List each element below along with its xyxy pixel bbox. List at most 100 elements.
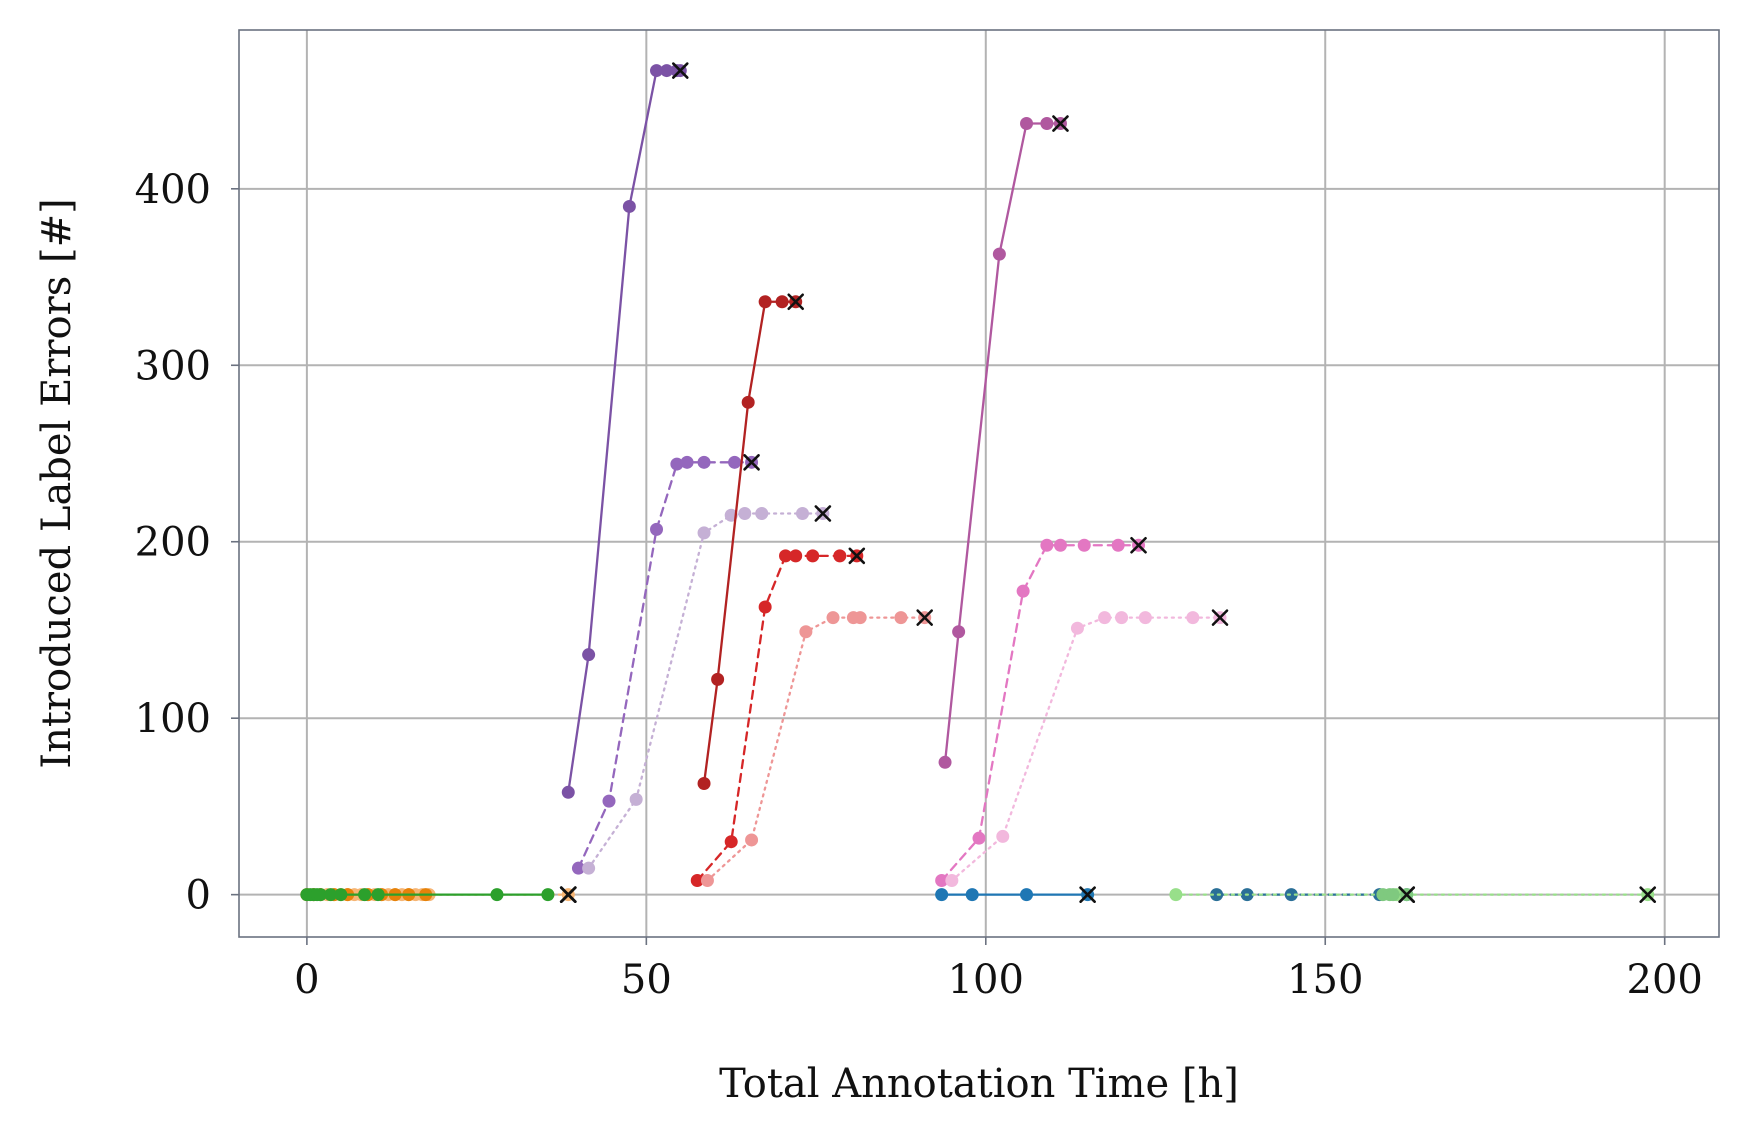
blue-solid-point-0 — [935, 888, 949, 902]
magenta-dashed-point-3 — [1040, 538, 1054, 552]
tick-group: 0 50 100 150 200 0 100 200 300 400 — [135, 167, 1703, 1003]
magenta-dashed-point-4 — [1053, 538, 1067, 552]
plot-frame — [238, 29, 1720, 938]
green-dotted-end-marker-b — [1639, 886, 1657, 903]
red-dashed-point-6 — [833, 549, 847, 563]
purple-dotted-point-4 — [738, 506, 752, 520]
red-dotted-point-5 — [853, 611, 867, 625]
purple-dashed-point-2 — [650, 522, 664, 536]
green-dotted-2-end-marker-b — [1398, 886, 1416, 903]
purple-solid-point-0 — [561, 785, 575, 799]
green-solid-point-5 — [324, 888, 338, 902]
purple-solid-point-1 — [582, 648, 596, 662]
blue-dashed-point-0 — [1210, 888, 1224, 902]
magenta-dotted-end-marker-b — [1211, 609, 1229, 626]
purple-dashed-point-5 — [697, 455, 711, 469]
red-dashed-point-2 — [758, 600, 772, 614]
series-green-solid — [300, 886, 577, 903]
red-dashed-point-0 — [690, 874, 704, 888]
red-dotted-line — [706, 616, 926, 882]
magenta-solid-point-4 — [1040, 117, 1054, 131]
red-dotted-end-marker-b — [916, 609, 933, 626]
red-dashed-point-1 — [724, 835, 738, 849]
purple-dotted-point-0 — [582, 861, 596, 875]
purple-dashed-end-marker-b — [743, 454, 760, 471]
series-red-dashed — [690, 547, 866, 888]
green-solid-point-7 — [358, 888, 372, 902]
red-dashed-point-5 — [806, 549, 820, 563]
magenta-solid-point-1 — [952, 625, 966, 639]
magenta-dotted-point-1 — [996, 829, 1010, 843]
purple-dashed-point-6 — [728, 455, 742, 469]
magenta-dashed-point-6 — [1111, 538, 1125, 552]
magenta-dashed-point-1 — [972, 831, 986, 845]
x-tick-label-100: 100 — [948, 957, 1024, 1003]
x-tick-label-150: 150 — [1287, 957, 1363, 1003]
y-tick-label-400: 400 — [135, 167, 211, 213]
purple-dashed-point-1 — [602, 794, 616, 808]
green-solid-point-9 — [490, 888, 504, 902]
magenta-dashed-end-marker-b — [1130, 536, 1147, 554]
red-dotted-point-1 — [745, 833, 759, 847]
series-purple-dashed — [571, 454, 760, 875]
series-magenta-dashed — [935, 536, 1147, 888]
series-purple-dotted — [582, 505, 832, 875]
purple-dashed-point-4 — [680, 455, 694, 469]
green-solid-point-4 — [313, 888, 327, 902]
green-solid-point-6 — [334, 888, 348, 902]
x-axis-label: Total Annotation Time [h] — [719, 1061, 1239, 1107]
y-tick-label-200: 200 — [135, 520, 211, 566]
magenta-dashed-point-5 — [1077, 538, 1091, 552]
red-dotted-point-6 — [894, 611, 908, 625]
purple-dotted-point-5 — [755, 506, 769, 520]
magenta-dotted-point-2 — [1070, 621, 1084, 635]
purple-solid-point-3 — [650, 64, 664, 78]
green-dotted-2-point-2 — [1386, 888, 1400, 902]
y-tick-label-100: 100 — [135, 696, 211, 742]
red-solid-point-4 — [775, 295, 789, 309]
purple-dashed-point-3 — [670, 457, 684, 471]
red-solid-point-3 — [758, 295, 772, 309]
series-red-solid — [697, 293, 804, 790]
series-purple-solid — [561, 62, 689, 799]
red-solid-point-0 — [697, 776, 711, 790]
magenta-solid-point-2 — [992, 247, 1006, 261]
magenta-dotted-point-4 — [1115, 611, 1129, 625]
magenta-solid-point-3 — [1020, 117, 1034, 131]
series-group — [300, 62, 1657, 903]
x-tick-label-200: 200 — [1627, 957, 1703, 1003]
green-solid-point-10 — [541, 888, 555, 902]
blue-solid-point-2 — [1020, 888, 1034, 902]
series-green-dotted-2 — [1376, 886, 1416, 903]
purple-dotted-line — [587, 512, 825, 870]
magenta-dotted-point-6 — [1186, 611, 1200, 625]
red-dashed-point-3 — [779, 549, 793, 563]
series-green-dotted — [1169, 886, 1657, 903]
blue-solid-point-1 — [965, 888, 979, 902]
magenta-solid-point-0 — [938, 755, 952, 769]
red-dotted-point-0 — [700, 874, 714, 888]
y-tick-label-0: 0 — [186, 873, 211, 919]
red-solid-end-marker-b — [787, 293, 804, 311]
magenta-dashed-point-2 — [1016, 584, 1030, 598]
purple-solid-point-4 — [660, 64, 674, 78]
magenta-solid-end-marker-b — [1052, 115, 1069, 132]
purple-dotted-point-1 — [629, 792, 643, 806]
series-blue-solid — [935, 886, 1096, 903]
magenta-dotted-point-5 — [1138, 611, 1152, 625]
series-red-dotted — [700, 609, 933, 888]
red-solid-point-1 — [711, 672, 725, 686]
purple-dotted-point-2 — [697, 526, 711, 540]
green-solid-point-8 — [371, 888, 385, 902]
purple-dotted-point-6 — [795, 506, 809, 520]
blue-solid-end-marker-b — [1079, 886, 1096, 903]
magenta-dashed-point-0 — [935, 874, 949, 888]
red-solid-point-2 — [741, 395, 755, 409]
y-axis-label: Introduced Label Errors [#] — [34, 198, 80, 768]
red-dotted-point-3 — [826, 611, 840, 625]
purple-dotted-end-marker-b — [814, 505, 832, 522]
purple-dashed-point-0 — [571, 861, 585, 875]
